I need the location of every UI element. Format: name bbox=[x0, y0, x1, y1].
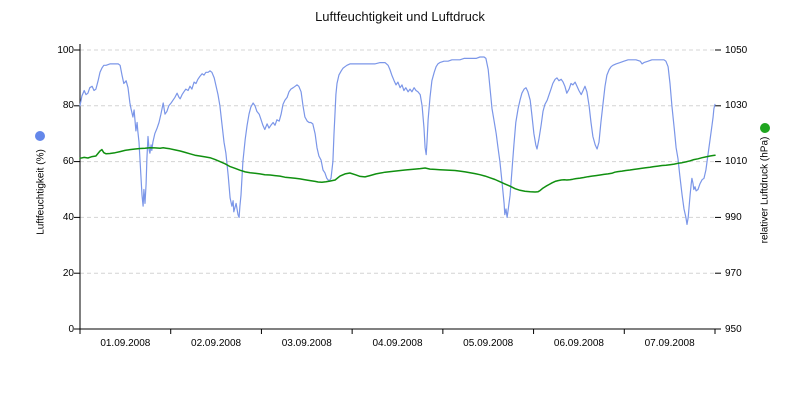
left-axis-tick-label: 0 bbox=[68, 323, 74, 335]
x-axis-date-label: 05.09.2008 bbox=[463, 338, 514, 349]
right-axis-tick-label: 990 bbox=[725, 211, 742, 223]
left-axis-tick-label: 60 bbox=[62, 156, 74, 168]
left-axis-tick-label: 40 bbox=[62, 211, 74, 223]
right-axis-tick-label: 1010 bbox=[725, 156, 748, 168]
chart-title: Luftfeuchtigkeit und Luftdruck bbox=[315, 9, 485, 24]
right-axis-tick-label: 950 bbox=[725, 323, 742, 335]
x-axis-date-label: 07.09.2008 bbox=[644, 338, 695, 349]
x-axis-date-label: 04.09.2008 bbox=[372, 338, 423, 349]
humidity-legend-dot bbox=[35, 131, 45, 141]
left-axis-tick-label: 20 bbox=[62, 267, 74, 279]
left-axis-tick-label: 80 bbox=[62, 100, 74, 112]
pressure-legend-dot bbox=[760, 123, 770, 133]
right-axis-tick-label: 1030 bbox=[725, 100, 748, 112]
x-axis-date-label: 01.09.2008 bbox=[100, 338, 151, 349]
x-axis-date-label: 02.09.2008 bbox=[191, 338, 242, 349]
pressure-series-line bbox=[79, 146, 716, 193]
humidity-series-line bbox=[79, 56, 716, 225]
x-axis-date-label: 03.09.2008 bbox=[281, 338, 332, 349]
x-axis-date-label: 06.09.2008 bbox=[553, 338, 604, 349]
right-axis-tick-label: 1050 bbox=[725, 44, 748, 56]
right-axis-tick-label: 970 bbox=[725, 267, 742, 279]
left-axis-tick-label: 100 bbox=[57, 44, 74, 56]
